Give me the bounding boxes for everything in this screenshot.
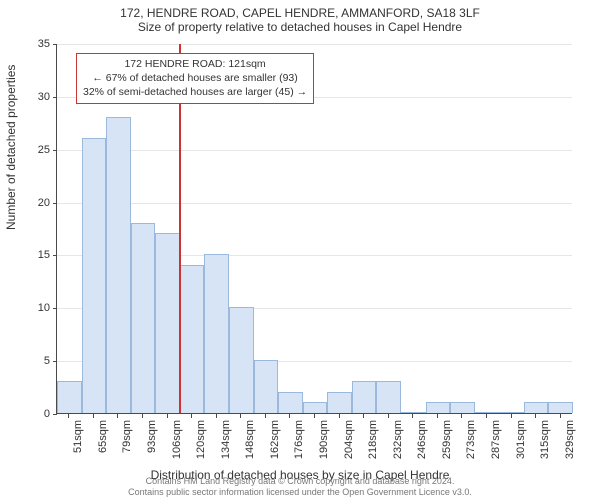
gridline-h	[57, 44, 572, 45]
x-tick-label: 162sqm	[269, 420, 281, 459]
histogram-bar	[352, 381, 377, 413]
histogram-bar	[82, 138, 107, 413]
chart-title-sub: Size of property relative to detached ho…	[0, 20, 600, 34]
y-tick-label: 15	[26, 249, 50, 261]
gridline-h	[57, 203, 572, 204]
x-tick-label: 329sqm	[564, 420, 576, 459]
x-tick-label: 287sqm	[490, 420, 502, 459]
x-tick-label: 190sqm	[318, 420, 330, 459]
x-tick-label: 79sqm	[121, 420, 133, 453]
histogram-bar	[254, 360, 279, 413]
x-tick-label: 176sqm	[293, 420, 305, 459]
histogram-bar	[155, 233, 180, 413]
x-tick-label: 246sqm	[416, 420, 428, 459]
histogram-bar	[57, 381, 82, 413]
y-tick-label: 35	[26, 38, 50, 50]
x-tick-label: 93sqm	[146, 420, 158, 453]
histogram-bar	[426, 402, 451, 413]
x-tick-label: 259sqm	[441, 420, 453, 459]
y-tick-label: 10	[26, 302, 50, 314]
x-tick-label: 148sqm	[244, 420, 256, 459]
histogram-bar	[376, 381, 401, 413]
histogram-bar	[303, 402, 328, 413]
y-tick-label: 25	[26, 144, 50, 156]
annotation-line: 172 HENDRE ROAD: 121sqm	[83, 57, 307, 71]
x-tick-label: 301sqm	[515, 420, 527, 459]
histogram-bar	[180, 265, 205, 413]
annotation-box: 172 HENDRE ROAD: 121sqm← 67% of detached…	[76, 53, 314, 104]
x-tick-label: 315sqm	[539, 420, 551, 459]
y-axis-title: Number of detached properties	[4, 65, 18, 230]
x-tick-label: 273sqm	[465, 420, 477, 459]
y-tick-label: 20	[26, 197, 50, 209]
chart-title-block: 172, HENDRE ROAD, CAPEL HENDRE, AMMANFOR…	[0, 0, 600, 34]
histogram-bar	[499, 412, 524, 413]
x-tick-label: 106sqm	[171, 420, 183, 459]
histogram-bar	[229, 307, 254, 413]
x-tick-label: 65sqm	[97, 420, 109, 453]
x-tick-label: 51sqm	[72, 420, 84, 453]
footer-attribution: Contains HM Land Registry data © Crown c…	[0, 476, 600, 499]
histogram-bar	[131, 223, 156, 413]
histogram-bar	[278, 392, 303, 413]
histogram-bar	[401, 412, 426, 413]
gridline-h	[57, 150, 572, 151]
footer-line2: Contains public sector information licen…	[0, 487, 600, 498]
annotation-line: ← 67% of detached houses are smaller (93…	[83, 71, 307, 85]
histogram-bar	[204, 254, 229, 413]
histogram-bar	[524, 402, 549, 413]
x-tick-label: 204sqm	[343, 420, 355, 459]
histogram-bar	[327, 392, 352, 413]
annotation-line: 32% of semi-detached houses are larger (…	[83, 85, 307, 99]
x-tick-label: 120sqm	[195, 420, 207, 459]
x-tick-label: 232sqm	[392, 420, 404, 459]
chart-title-main: 172, HENDRE ROAD, CAPEL HENDRE, AMMANFOR…	[0, 6, 600, 20]
histogram-bar	[548, 402, 573, 413]
footer-line1: Contains HM Land Registry data © Crown c…	[0, 476, 600, 487]
histogram-bar	[450, 402, 475, 413]
x-tick-label: 134sqm	[220, 420, 232, 459]
histogram-bar	[475, 412, 500, 413]
y-tick-label: 30	[26, 91, 50, 103]
y-tick-label: 5	[26, 355, 50, 367]
y-tick-label: 0	[26, 408, 50, 420]
x-tick-label: 218sqm	[367, 420, 379, 459]
histogram-bar	[106, 117, 131, 413]
